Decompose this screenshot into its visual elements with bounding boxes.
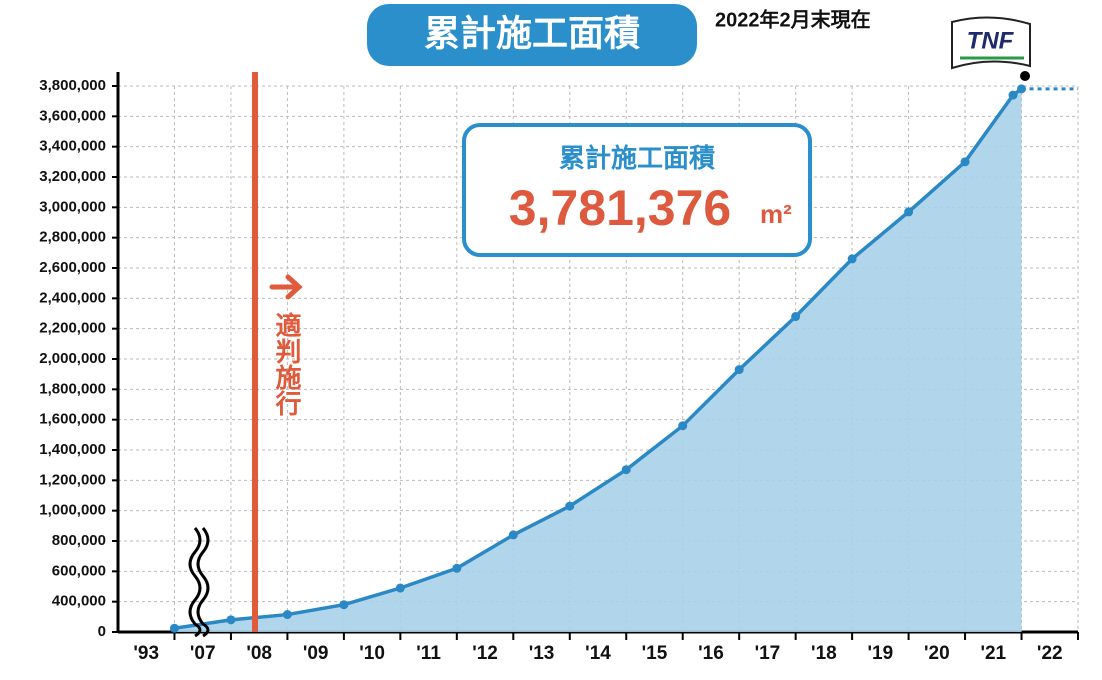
x-tick-label: '10	[359, 643, 385, 664]
y-tick-label: 3,000,000	[39, 198, 106, 215]
point	[508, 530, 518, 540]
highlight-box	[462, 123, 812, 257]
area	[174, 88, 1022, 632]
point	[734, 365, 744, 375]
y-tick-label: 800,000	[52, 532, 106, 549]
x-tick-label: '07	[190, 643, 216, 664]
point	[169, 623, 179, 633]
point	[452, 563, 462, 573]
point	[226, 615, 236, 625]
x-tick-label: '15	[642, 643, 668, 664]
y-tick-label: 1,800,000	[39, 380, 106, 397]
y-tick-label: 0	[98, 623, 106, 640]
chart-title: 累計施工面積	[424, 13, 640, 54]
x-tick-label: '20	[924, 643, 950, 664]
x-tick-label: '18	[811, 643, 837, 664]
x-tick-label: '19	[868, 643, 894, 664]
y-tick-label: 600,000	[52, 562, 106, 579]
y-tick-label: 3,200,000	[39, 168, 106, 185]
y-tick-label: 3,800,000	[39, 77, 106, 94]
x-tick-label: '12	[472, 643, 498, 664]
point	[1017, 84, 1027, 94]
point	[791, 312, 801, 322]
y-tick-label: 2,400,000	[39, 289, 106, 306]
point	[282, 610, 292, 620]
x-tick-label: '08	[246, 643, 272, 664]
x-tick-label: '14	[585, 643, 611, 664]
point	[621, 465, 631, 475]
x-tick-label: '13	[529, 643, 555, 664]
y-tick-label: 1,400,000	[39, 441, 106, 458]
x-tick-label: '17	[755, 643, 781, 664]
x-tick-label: '11	[416, 643, 441, 664]
highlight-unit: m²	[760, 199, 792, 229]
point	[678, 421, 688, 431]
y-tick-label: 2,800,000	[39, 229, 106, 246]
x-tick-label: '22	[1037, 643, 1063, 664]
highlight-label: 累計施工面積	[559, 143, 715, 173]
y-tick-label: 2,200,000	[39, 320, 106, 337]
y-tick-label: 400,000	[52, 593, 106, 610]
logo-flag	[951, 16, 1031, 70]
x-tick-label: '21	[980, 643, 1006, 664]
y-tick-label: 1,000,000	[39, 502, 106, 519]
point	[565, 501, 575, 511]
point	[847, 254, 857, 264]
subtitle: 2022年2月末現在	[715, 7, 871, 31]
point	[904, 207, 914, 217]
axis-break	[188, 527, 210, 638]
logo: TNF	[967, 27, 1015, 54]
y-tick-label: 2,600,000	[39, 259, 106, 276]
x-tick-label: '16	[698, 643, 724, 664]
x-tick-label: '09	[303, 643, 329, 664]
point	[395, 583, 405, 593]
plot: 0 400,000 600,000 800,000 1,000,000 1,200,000…	[39, 72, 1079, 664]
arrow	[269, 274, 303, 300]
highlight-value: 3,781,376	[509, 180, 731, 236]
y-tick-label: 3,400,000	[39, 138, 106, 155]
x-tick-label: '93	[133, 643, 159, 664]
annotation: 適判施行	[272, 311, 302, 416]
point	[960, 157, 970, 167]
y-tick-label: 1,600,000	[39, 411, 106, 428]
y-tick-label: 3,600,000	[39, 107, 106, 124]
y-tick-label: 1,200,000	[39, 471, 106, 488]
pin	[1020, 71, 1030, 81]
point	[1008, 90, 1018, 100]
title-pill	[367, 4, 697, 66]
point	[339, 600, 349, 610]
y-tick-label: 2,000,000	[39, 350, 106, 367]
